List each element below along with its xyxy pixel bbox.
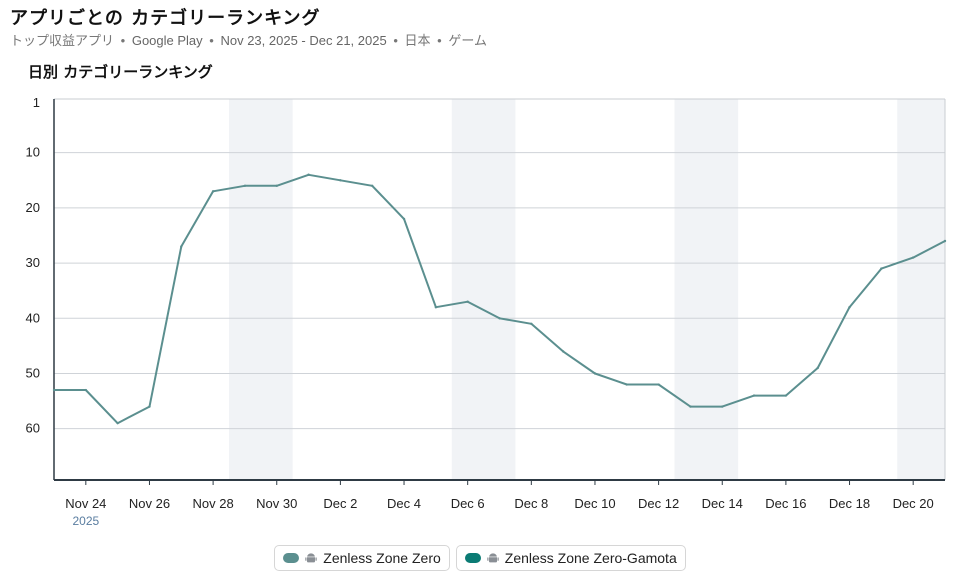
data-point [561,350,565,353]
data-point [657,383,660,386]
x-tick-label: Nov 28 [193,496,234,511]
chart-title: 日別 カテゴリーランキング [28,63,213,81]
legend-label: Zenless Zone Zero-Gamota [504,550,677,566]
data-point [625,383,628,386]
x-tick-label: Dec 18 [829,496,870,511]
subtitle-separator: • [120,33,126,48]
subtitle-separator: • [209,33,214,48]
chart-legend: Zenless Zone Zero Zenless Zone Zero-Gamo… [0,545,960,571]
weekend-band [674,99,739,480]
x-tick-label: Dec 4 [387,496,421,511]
weekend-band [451,99,516,480]
y-tick-label: 30 [26,255,40,270]
data-point [689,405,692,408]
data-point [339,179,342,182]
y-tick-label: 50 [26,365,40,380]
data-point [943,239,947,243]
x-tick-label: Dec 2 [323,496,357,511]
subtitle-separator: • [393,33,398,48]
data-point [243,184,247,187]
legend-label: Zenless Zone Zero [323,550,441,566]
x-tick-label: Nov 24 [65,496,106,511]
subtitle-country: 日本 [404,34,431,49]
legend-item-zenless-zone-zero-gamota[interactable]: Zenless Zone Zero-Gamota [455,545,686,571]
x-tick-label: Dec 16 [765,496,806,511]
x-tick-label: Dec 14 [702,496,743,511]
data-point [84,388,88,392]
android-icon [305,553,317,563]
page-title: アプリごとの カテゴリーランキング [10,8,321,29]
tick-label-layer: 1 10 20 30 40 50 60 Nov 24 2025 Nov 26 Nov 28 Nov 3… [26,95,934,528]
page-subtitle: トップ収益アプリ • Google Play • Nov 23, 2025 - … [10,30,487,49]
data-point [148,405,151,408]
data-point [275,184,278,187]
data-point [402,217,406,221]
data-point [52,388,56,392]
android-icon [487,553,499,563]
series-layer [52,173,947,425]
data-point [816,366,819,370]
y-tick-label: 60 [26,421,40,436]
x-tick-label: Nov 30 [256,496,297,511]
legend-item-zenless-zone-zero[interactable]: Zenless Zone Zero [274,545,450,571]
legend-swatch [464,553,481,563]
x-tick-label: Nov 26 [129,496,170,511]
subtitle-category: ゲーム [448,34,487,49]
y-tick-label: 40 [26,310,40,325]
data-point [530,322,533,325]
weekend-shading-layer [229,99,945,480]
y-tick-label: 10 [26,145,40,160]
y-tick-label: 20 [26,200,40,215]
x-tick-label: Dec 8 [514,496,548,511]
subtitle-list: トップ収益アプリ [10,34,115,49]
data-point [466,300,469,303]
data-point [180,245,183,248]
data-point [116,421,119,425]
data-point [911,256,915,259]
data-point [371,184,374,187]
legend-swatch [283,553,300,563]
x-year-label: 2025 [72,514,99,528]
data-point [498,317,501,320]
data-point [880,267,883,270]
data-point [593,372,597,375]
data-point [752,394,756,397]
subtitle-store: Google Play [131,33,203,48]
x-tick-label: Dec 10 [574,496,615,511]
x-tick-label: Dec 20 [893,496,934,511]
data-point [307,173,310,176]
data-point [848,306,851,309]
subtitle-separator: • [437,33,442,48]
weekend-band [229,99,293,480]
axis-layer [53,98,946,485]
data-point [434,306,438,309]
weekend-band [897,99,945,480]
y-tick-label: 1 [33,95,40,110]
data-point [784,394,788,397]
data-point [211,190,215,193]
x-tick-label: Dec 12 [638,496,679,511]
subtitle-date-range: Nov 23, 2025 - Dec 21, 2025 [220,33,387,48]
x-tick-label: Dec 6 [451,496,485,511]
data-point [721,405,724,408]
